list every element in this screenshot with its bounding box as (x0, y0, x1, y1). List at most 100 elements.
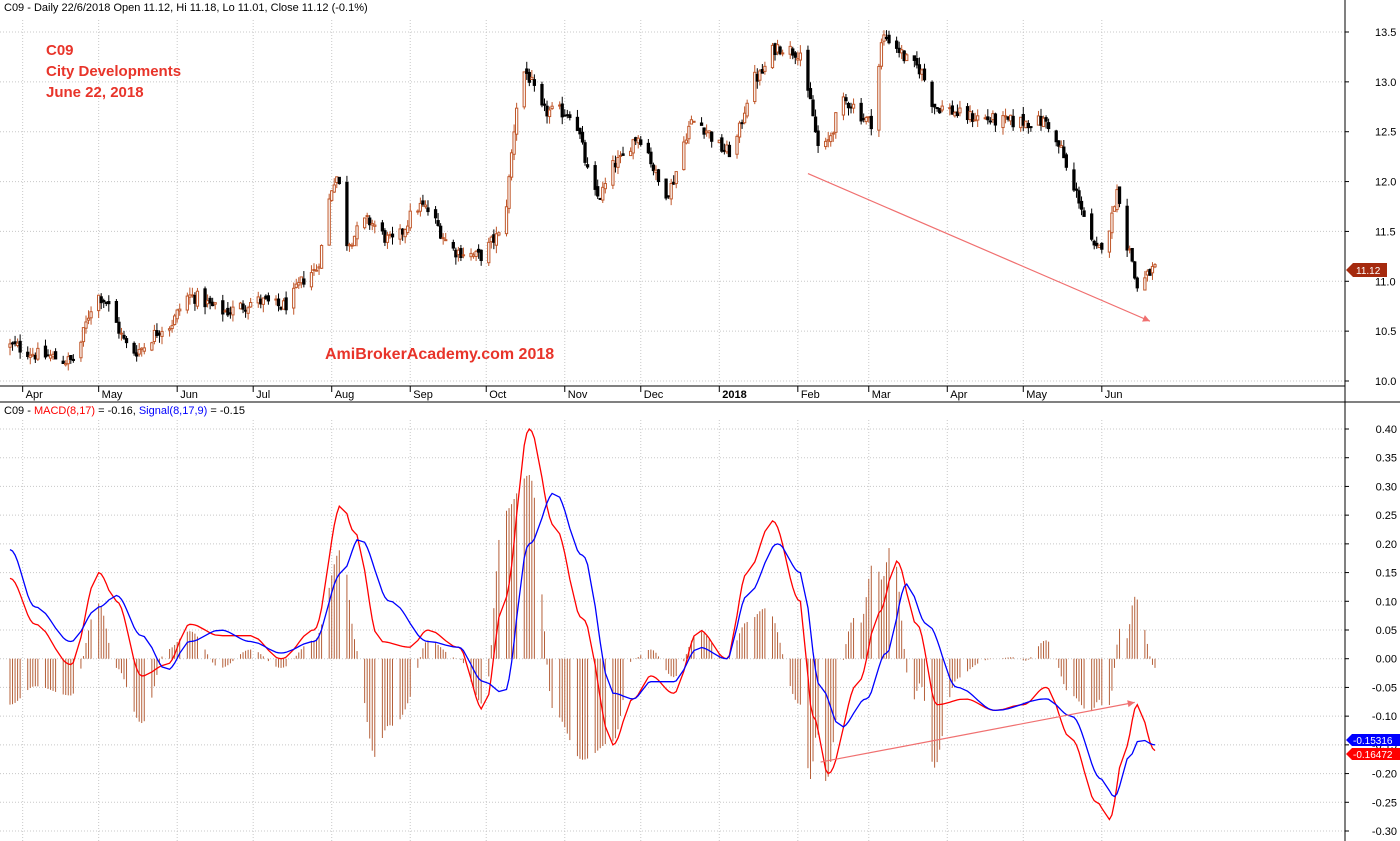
candle-body (1110, 212, 1114, 234)
candle-body (864, 117, 868, 123)
macd-badge-text: -0.16472 (1353, 750, 1393, 761)
candle-body (834, 112, 838, 133)
candle-body (444, 239, 448, 242)
price-tick-label: 10.0 (1375, 376, 1396, 388)
candle-body (117, 321, 121, 334)
candle-body (1006, 116, 1010, 120)
candle-body (816, 130, 820, 146)
candle-body (403, 229, 407, 238)
candle-body (421, 200, 425, 205)
candle-body (314, 269, 319, 272)
candle-body (388, 233, 392, 236)
candle-body (897, 47, 901, 54)
candle-body (1054, 130, 1058, 143)
annotation-symbol: C09 (46, 42, 74, 59)
candle-body (332, 184, 336, 193)
macd-badge-bg (1346, 748, 1400, 760)
candle-body (1044, 117, 1048, 122)
candle-body (986, 116, 990, 121)
candle-body (509, 152, 514, 178)
candle-body (568, 114, 572, 119)
macd-line (9, 427, 1156, 821)
candle-body (256, 296, 260, 304)
candle-body (152, 329, 157, 342)
watermark: AmiBrokerAcademy.com 2018 (325, 346, 554, 363)
candle-body (241, 303, 245, 310)
candle-body (423, 204, 428, 208)
candle-body (1145, 270, 1150, 276)
candle-body (514, 107, 519, 135)
candle-body (309, 272, 314, 288)
candle-body (89, 311, 93, 319)
candle-body (69, 355, 73, 360)
candle-body (51, 353, 55, 358)
candle-body (281, 300, 286, 310)
candle-body (1148, 269, 1152, 276)
candle-body (646, 142, 651, 154)
candle-body (993, 113, 998, 126)
candle-body (976, 115, 980, 121)
signal-header-value: = -0.15 (207, 405, 245, 417)
candle-body (522, 71, 526, 108)
candle-body (223, 310, 227, 313)
candle-body (788, 45, 792, 55)
candle-body (213, 302, 217, 305)
candle-body (550, 105, 554, 110)
candle-body (33, 354, 37, 360)
candle-body (175, 309, 179, 320)
candle-body (1128, 248, 1132, 251)
candle-body (441, 237, 445, 240)
candle-body (598, 197, 602, 200)
candle-body (760, 69, 764, 74)
macd-tick-label: 0.05 (1376, 625, 1397, 637)
candle-body (710, 131, 714, 142)
candle-body (86, 317, 91, 321)
candle-body (778, 46, 782, 55)
candle-body (426, 207, 430, 213)
candle-body (1133, 261, 1137, 279)
candle-body (973, 119, 977, 122)
price-header-symbol: C09 (4, 2, 24, 14)
annotation-date: June 22, 2018 (46, 84, 144, 101)
candle-body (390, 233, 395, 238)
candle-body (666, 195, 671, 198)
macd-trendline-arrowhead (1127, 700, 1135, 708)
candle-body (249, 302, 253, 308)
candle-body (1112, 206, 1117, 212)
candle-body (451, 242, 455, 249)
candle-body (917, 64, 922, 75)
candle-body (859, 102, 863, 122)
candle-body (770, 44, 775, 69)
candle-body (798, 52, 802, 61)
month-tick-label: Mar (872, 389, 891, 401)
candle-body (879, 42, 884, 67)
candle-body (297, 282, 301, 286)
candle-body (580, 131, 585, 143)
month-tick-label: Oct (489, 389, 506, 401)
macd-header-value: = -0.16, (95, 405, 139, 417)
price-tick-label: 10.5 (1375, 326, 1396, 338)
candle-body (869, 115, 873, 130)
candle-body (611, 160, 615, 186)
candle-body (826, 139, 830, 142)
candle-body (727, 144, 732, 158)
candle-body (758, 70, 762, 81)
candle-body (542, 103, 547, 106)
candle-body (689, 119, 694, 125)
macd-header: C09 - MACD(8,17) = -0.16, Signal(8,17,9)… (4, 405, 245, 417)
candle-body (636, 137, 640, 144)
candle-body (525, 68, 529, 74)
candle-body (471, 254, 476, 257)
candle-body (935, 107, 939, 110)
candle-body (416, 210, 420, 213)
candle-body (829, 135, 833, 143)
candle-body (195, 290, 200, 307)
candle-body (1090, 213, 1094, 240)
candle-body (558, 104, 562, 107)
candle-body (406, 225, 410, 234)
candle-body (1059, 144, 1063, 148)
candle-body (512, 131, 516, 155)
candle-body (545, 105, 549, 117)
candle-body (651, 164, 656, 172)
candle-body (114, 301, 119, 323)
